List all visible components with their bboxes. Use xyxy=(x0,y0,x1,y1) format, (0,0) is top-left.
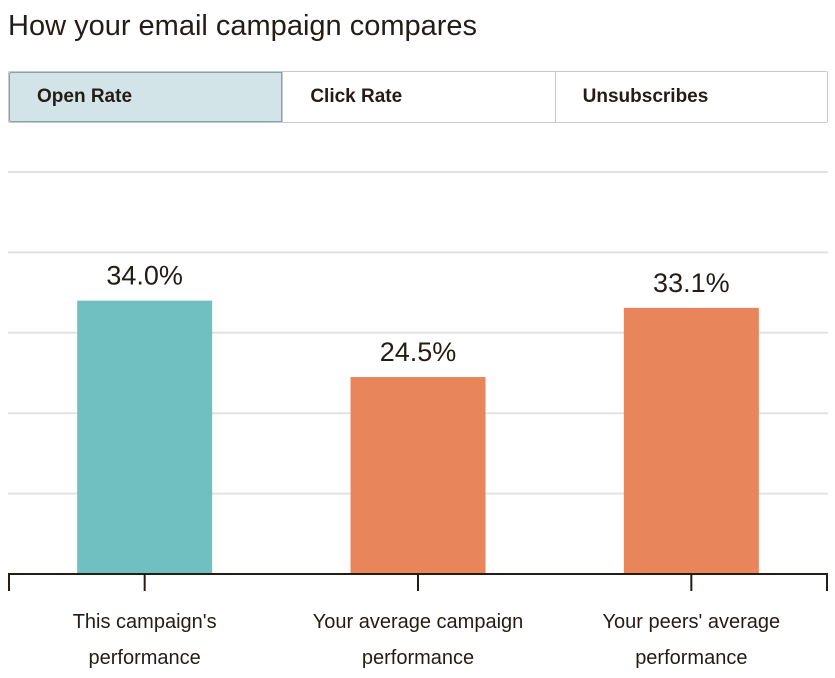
tab-unsubscribes[interactable]: Unsubscribes xyxy=(554,72,827,122)
x-tick-label: Your peers' average xyxy=(603,611,781,633)
data-label: 33.1% xyxy=(653,268,730,298)
bar xyxy=(77,300,213,574)
data-label: 24.5% xyxy=(380,337,457,367)
bar xyxy=(623,307,759,574)
x-tick-label: performance xyxy=(89,647,201,669)
tab-click-rate[interactable]: Click Rate xyxy=(282,72,555,122)
data-label: 34.0% xyxy=(106,261,183,291)
x-tick-label: performance xyxy=(362,647,474,669)
x-tick-label: Your average campaign xyxy=(313,611,524,633)
x-tick-label: performance xyxy=(635,647,747,669)
bar xyxy=(350,377,486,574)
metric-tabs: Open Rate Click Rate Unsubscribes xyxy=(8,71,828,123)
x-tick-label: This campaign's xyxy=(73,611,217,633)
page-title: How your email campaign compares xyxy=(8,10,478,42)
tab-open-rate[interactable]: Open Rate xyxy=(9,72,283,122)
